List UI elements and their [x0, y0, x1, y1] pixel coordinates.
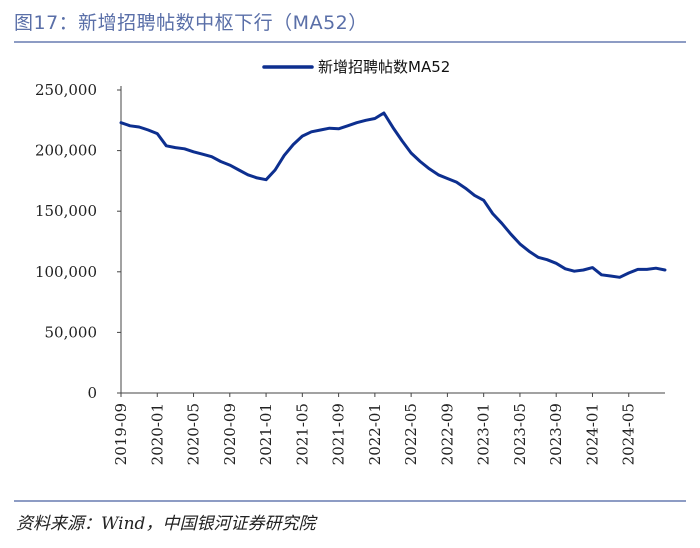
data-point: [328, 127, 331, 129]
data-point: [201, 153, 204, 155]
data-point: [210, 155, 213, 158]
data-point: [174, 146, 177, 149]
y-tick-label: 50,000: [45, 323, 98, 341]
x-tick-label: 2019-09: [112, 403, 130, 465]
data-point: [555, 262, 557, 265]
x-tick-label: 2024-01: [583, 403, 601, 465]
data-point: [627, 272, 630, 274]
data-point: [247, 174, 249, 176]
x-tick-label: 2021-09: [330, 403, 348, 465]
legend-label: 新增招聘帖数MA52: [318, 58, 450, 76]
data-point: [301, 135, 304, 137]
data-point: [573, 270, 576, 273]
data-point: [374, 117, 376, 120]
series-line: [119, 111, 667, 279]
source-note: 资料来源：Wind，中国银河证券研究院: [16, 514, 316, 534]
data-point: [337, 128, 340, 130]
x-tick-label: 2021-01: [257, 403, 275, 465]
x-tick-label: 2024-05: [620, 403, 638, 465]
y-tick-label: 200,000: [35, 142, 97, 160]
y-axis: 0 50,000 100,000 150,000 200,000 250,000: [35, 81, 122, 402]
x-tick-label: 2022-05: [402, 403, 420, 465]
data-point: [319, 129, 322, 131]
data-point: [501, 222, 503, 225]
data-point: [401, 140, 403, 142]
data-point: [147, 129, 149, 131]
data-point: [283, 154, 286, 157]
data-point: [664, 269, 666, 271]
data-point: [428, 168, 431, 170]
data-point: [292, 143, 295, 146]
data-point: [446, 177, 449, 180]
y-tick-label: 250,000: [35, 81, 97, 99]
data-point: [609, 275, 612, 277]
x-tick-label: 2022-01: [366, 403, 384, 465]
x-tick-label: 2021-05: [293, 403, 311, 465]
data-point: [165, 145, 168, 147]
data-point: [528, 250, 530, 252]
data-point: [392, 126, 394, 129]
data-point: [437, 174, 440, 176]
data-point: [256, 177, 258, 179]
data-point: [600, 274, 603, 276]
x-tick-label: 2023-09: [547, 403, 565, 465]
data-point: [355, 121, 358, 124]
data-point: [229, 164, 231, 166]
x-axis: 2019-09 2020-01 2020-05 2020-09 2021-01 2021-…: [112, 392, 665, 465]
line-chart: 0 50,000 100,000 150,000 200,000 250,000 2019…: [35, 58, 667, 465]
data-point: [129, 125, 131, 127]
data-point: [265, 178, 267, 181]
data-point: [274, 169, 276, 171]
x-tick-label: 2020-09: [221, 403, 239, 465]
x-tick-label: 2022-09: [438, 403, 456, 465]
data-point: [582, 269, 585, 271]
data-point: [482, 199, 485, 202]
y-tick-label: 150,000: [35, 202, 97, 220]
data-point: [238, 169, 240, 171]
data-point: [419, 160, 422, 163]
data-point: [637, 268, 639, 271]
x-tick-label: 2023-05: [511, 403, 529, 465]
data-point: [473, 194, 476, 197]
data-point: [618, 276, 621, 279]
x-tick-label: 2020-01: [148, 403, 166, 465]
source-divider: [14, 500, 686, 502]
data-point: [410, 152, 412, 154]
data-point: [455, 181, 458, 183]
data-point: [183, 148, 186, 150]
data-point: [365, 119, 367, 122]
data-point: [655, 267, 657, 270]
plot-area: [119, 111, 667, 279]
y-tick-label: 100,000: [35, 263, 97, 281]
data-point: [219, 160, 222, 163]
data-point: [310, 131, 313, 133]
data-point: [192, 151, 195, 153]
data-point: [646, 268, 648, 271]
legend: 新增招聘帖数MA52: [262, 58, 450, 76]
data-point: [346, 125, 349, 127]
data-point: [519, 243, 521, 245]
data-point: [156, 132, 159, 135]
data-point: [383, 112, 385, 114]
title-divider: [14, 41, 686, 43]
data-point: [591, 266, 594, 269]
figure-title: 图17：新增招聘帖数中枢下行（MA52）: [14, 12, 368, 34]
x-tick-label: 2020-05: [185, 403, 203, 465]
data-point: [537, 256, 539, 259]
data-point: [510, 233, 512, 235]
data-point: [546, 258, 548, 261]
data-point: [464, 187, 467, 189]
data-point: [138, 126, 140, 128]
y-tick-label: 0: [87, 384, 97, 402]
x-tick-label: 2023-01: [475, 403, 493, 465]
data-point: [564, 268, 567, 270]
data-point: [120, 121, 122, 124]
data-point: [491, 212, 494, 215]
